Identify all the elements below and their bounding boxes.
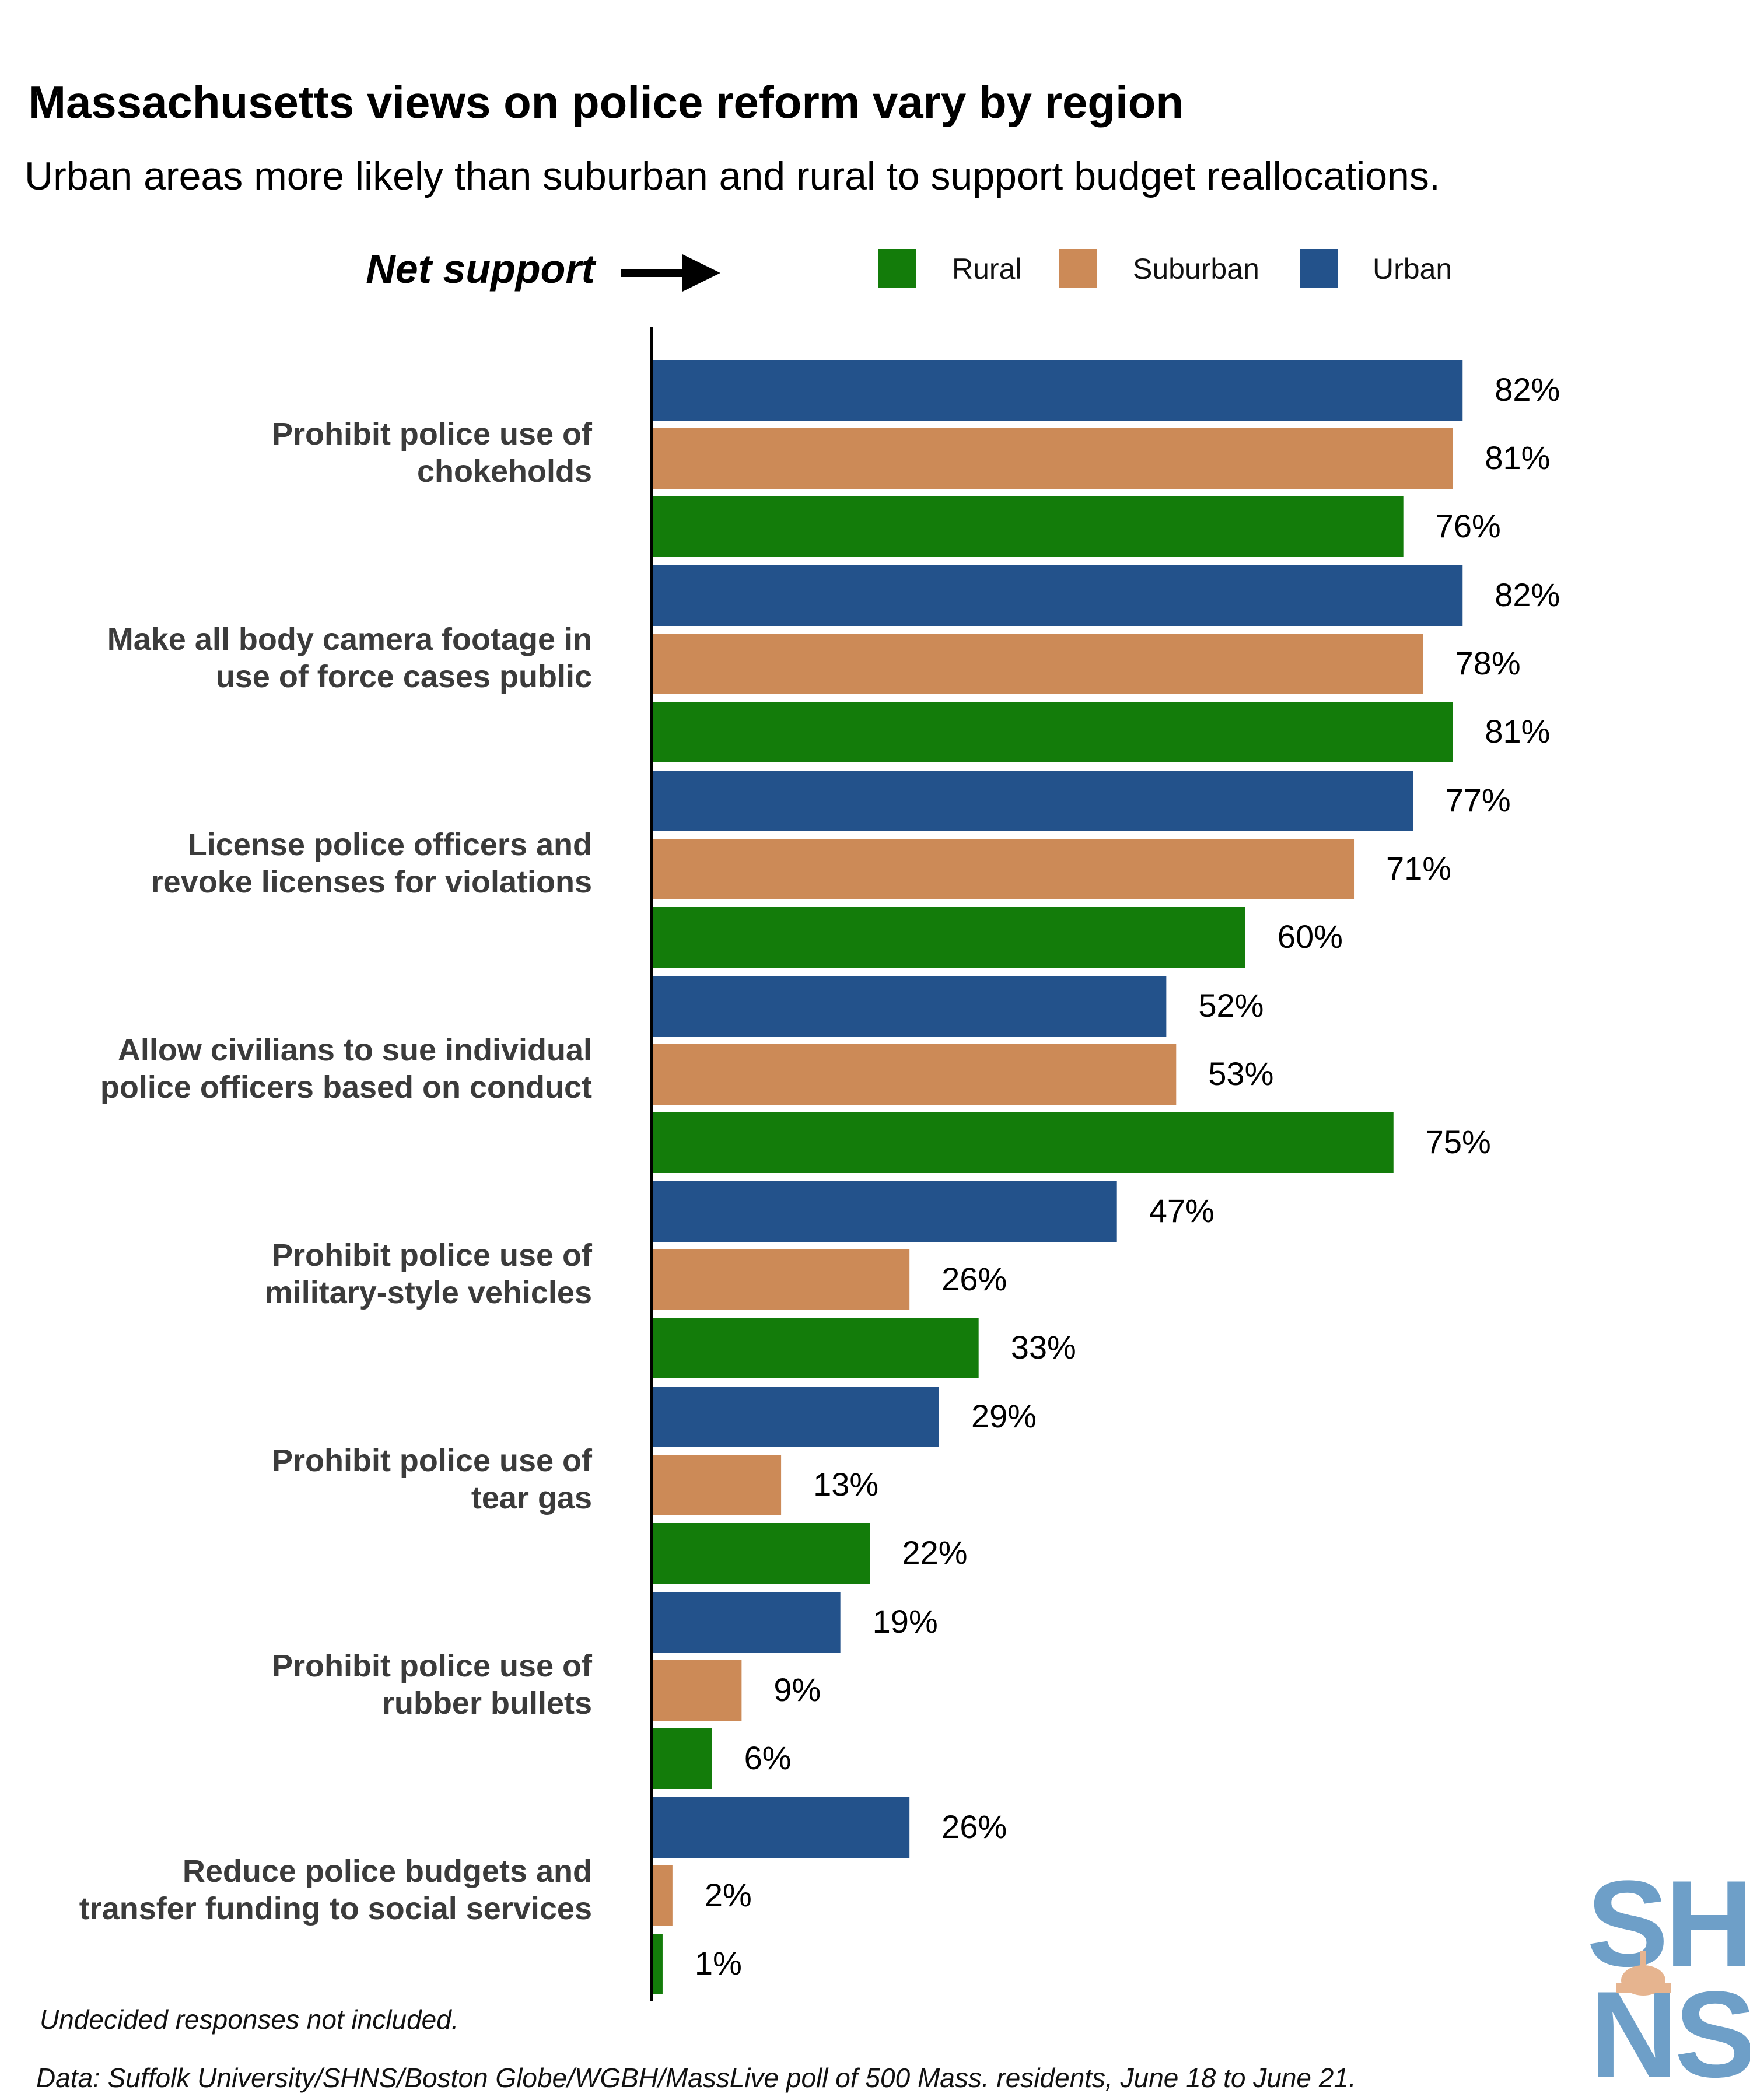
value-label-rural-7: 6% <box>744 1740 792 1776</box>
category-label-7: Prohibit police use of rubber bullets <box>272 1648 593 1721</box>
bar-urban-5 <box>653 1181 1117 1242</box>
bar-rural-2 <box>653 702 1453 762</box>
value-label-rural-5: 33% <box>1011 1329 1076 1366</box>
value-label-urban-6: 29% <box>971 1398 1037 1434</box>
value-label-rural-6: 22% <box>902 1534 967 1571</box>
source-note: Data: Suffolk University/SHNS/Boston Glo… <box>36 2063 1356 2093</box>
bars: 82% 81% 76% 82% 78% 81% 77% 71% 60% 52% 53% 75% 47% 2… <box>653 360 1560 1994</box>
bar-rural-4 <box>653 1112 1394 1173</box>
legend: Rural Suburban Urban <box>878 249 1452 288</box>
bar-rural-7 <box>653 1728 712 1789</box>
legend-swatch-urban <box>1300 249 1338 288</box>
bar-suburban-3 <box>653 839 1354 900</box>
category-label-2: Make all body camera footage in use of fo… <box>107 622 592 694</box>
value-label-suburban-5: 26% <box>942 1261 1007 1297</box>
legend-swatch-rural <box>878 249 916 288</box>
bar-rural-6 <box>653 1523 870 1584</box>
category-label-5: Prohibit police use of military-style veh… <box>265 1238 593 1310</box>
value-label-rural-3: 60% <box>1278 918 1343 955</box>
value-label-suburban-2: 78% <box>1455 645 1521 681</box>
category-label-8: Reduce police budgets and transfer fundin… <box>79 1854 592 1926</box>
value-label-urban-2: 82% <box>1494 576 1560 613</box>
category-labels: Prohibit police use of chokeholds Make all… <box>79 416 593 1926</box>
value-label-suburban-3: 71% <box>1386 850 1451 887</box>
value-label-urban-8: 26% <box>942 1808 1007 1845</box>
bar-suburban-7 <box>653 1660 742 1721</box>
value-label-suburban-6: 13% <box>813 1466 878 1503</box>
bar-suburban-5 <box>653 1250 910 1310</box>
chart-title: Massachusetts views on police reform var… <box>28 76 1184 128</box>
value-label-rural-2: 81% <box>1485 713 1550 750</box>
category-label-6: Prohibit police use of tear gas <box>272 1443 593 1516</box>
value-label-urban-5: 47% <box>1149 1192 1214 1229</box>
bar-urban-1 <box>653 360 1463 421</box>
value-label-rural-8: 1% <box>695 1945 742 1982</box>
bar-rural-1 <box>653 496 1404 557</box>
bar-urban-2 <box>653 565 1463 626</box>
bar-suburban-1 <box>653 428 1453 489</box>
legend-swatch-suburban <box>1059 249 1097 288</box>
value-label-urban-7: 19% <box>873 1603 938 1640</box>
category-label-4: Allow civilians to sue individual police … <box>100 1032 592 1105</box>
value-label-urban-1: 82% <box>1494 371 1560 408</box>
bar-rural-5 <box>653 1318 979 1378</box>
category-label-3: License police officers and revoke licens… <box>151 827 592 900</box>
bar-urban-4 <box>653 976 1167 1037</box>
legend-label-urban: Urban <box>1373 253 1452 285</box>
bar-urban-6 <box>653 1387 939 1447</box>
arrow-head-icon <box>682 254 720 292</box>
value-label-suburban-8: 2% <box>705 1877 752 1913</box>
net-support-label: Net support <box>366 246 596 292</box>
category-label-1: Prohibit police use of chokeholds <box>272 416 593 489</box>
chart-subtitle: Urban areas more likely than suburban an… <box>24 154 1440 198</box>
dome-spire-icon <box>1640 1951 1646 1966</box>
legend-label-suburban: Suburban <box>1133 253 1259 285</box>
footnote: Undecided responses not included. <box>40 2004 459 2035</box>
logo-text-top: SH <box>1587 1855 1750 1992</box>
bar-suburban-4 <box>653 1044 1177 1105</box>
shns-logo: SH NS <box>1587 1855 1750 2100</box>
net-support-indicator: Net support <box>366 246 720 292</box>
dome-base-icon <box>1616 1983 1671 1993</box>
bar-urban-8 <box>653 1797 910 1858</box>
bar-suburban-6 <box>653 1455 782 1516</box>
bar-urban-3 <box>653 771 1413 831</box>
value-label-suburban-7: 9% <box>774 1671 821 1708</box>
value-label-suburban-4: 53% <box>1208 1055 1273 1092</box>
value-label-suburban-1: 81% <box>1485 439 1550 476</box>
value-label-urban-3: 77% <box>1446 782 1511 818</box>
bar-suburban-2 <box>653 634 1423 694</box>
value-label-rural-4: 75% <box>1426 1124 1491 1160</box>
bar-rural-8 <box>653 1934 663 1994</box>
bar-suburban-8 <box>653 1866 673 1926</box>
bar-rural-3 <box>653 907 1245 968</box>
value-label-rural-1: 76% <box>1436 508 1501 544</box>
bar-urban-7 <box>653 1592 841 1653</box>
value-label-urban-4: 52% <box>1198 987 1264 1024</box>
legend-label-rural: Rural <box>952 253 1021 285</box>
